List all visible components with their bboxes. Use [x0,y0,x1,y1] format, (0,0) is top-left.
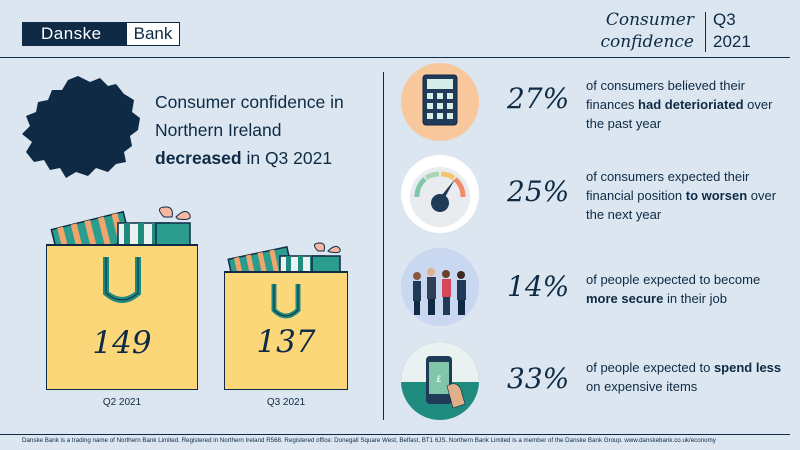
footer-rule [0,434,790,435]
stat-text-spending: of people expected to spend less on expe… [586,358,786,396]
stat-text-job-security: of people expected to become more secure… [586,270,786,308]
report-title: Consumer confidence [600,9,694,53]
stat-percent-finances: 27% [507,82,570,115]
stat-text-pre: of consumers believed their finances [586,78,745,112]
logo-text-bank: Bank [127,23,179,45]
stat-text-financial-position: of consumers expected their financial po… [586,167,786,224]
stat-text-post: on expensive items [586,379,698,394]
northern-ireland-map-icon [22,76,140,178]
danske-bank-logo[interactable]: Danske Bank [22,22,180,46]
stat-percent-financial-position: 25% [507,175,570,208]
report-title-line1: Consumer [605,10,694,30]
headline-line2: Northern Ireland [155,120,282,140]
shopping-bag-q3: 137 [224,242,348,390]
stat-text-bold: more secure [586,291,664,306]
stat-text-bold: to worsen [685,188,748,203]
column-divider [383,72,384,420]
header-rule [0,57,790,58]
bag-value-q2: 149 [92,325,152,361]
business-people-icon [401,248,479,326]
gauge-icon [401,155,479,233]
stat-percent-job-security: 14% [507,270,570,303]
bag-value-q3: 137 [256,324,316,360]
shopping-bag-q2: 149 [46,205,198,390]
stat-text-post: in their job [663,291,727,306]
stat-text-finances: of consumers believed their finances had… [586,76,786,133]
headline-rest: in Q3 2021 [241,148,333,168]
stat-text-post: over the past year [586,97,773,131]
headline-bold: decreased [155,148,242,168]
stat-text-pre: of people expected to become [586,272,761,287]
report-period-year: 2021 [713,32,751,51]
stat-text-bold: spend less [713,360,782,375]
stat-percent-spending: 33% [507,362,570,395]
stat-text-pre: of people expected to [586,360,714,375]
bag-label-q2: Q2 2021 [102,397,142,408]
report-period-quarter: Q3 [713,10,736,29]
phone-payment-icon: £ [401,342,479,420]
svg-text:£: £ [436,375,442,385]
shopping-bag-icon [46,206,198,390]
logo-text-danske: Danske [23,23,127,45]
stat-text-pre: of consumers expected their financial po… [586,169,750,203]
report-title-line2: confidence [600,32,694,52]
bag-label-q3: Q3 2021 [266,397,306,408]
footer-disclaimer: Danske Bank is a trading name of Norther… [22,437,716,444]
headline: Consumer confidence in Northern Ireland … [155,88,380,172]
stat-text-post: over the next year [586,188,777,222]
calculator-icon [401,63,479,141]
headline-line3: decreased in Q3 2021 [155,144,380,172]
report-period: Q3 2021 [713,9,751,53]
shopping-bag-icon [224,242,348,390]
headline-line1: Consumer confidence in [155,92,344,112]
stat-text-bold: had deterioriated [638,97,744,112]
header-divider [705,12,706,52]
